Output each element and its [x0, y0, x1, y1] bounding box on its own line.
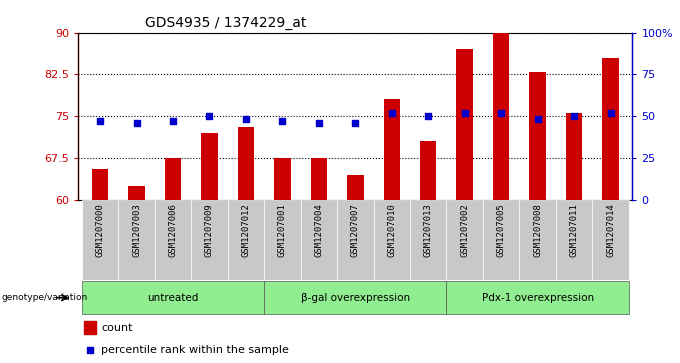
Text: GSM1207007: GSM1207007 — [351, 204, 360, 257]
Text: GSM1207005: GSM1207005 — [496, 204, 506, 257]
Bar — [456, 49, 473, 200]
Text: GSM1207002: GSM1207002 — [460, 204, 469, 257]
Bar — [447, 200, 483, 280]
Bar — [520, 200, 556, 280]
Point — [496, 110, 507, 116]
Bar — [420, 141, 437, 200]
Bar — [264, 200, 301, 280]
Point — [605, 110, 616, 116]
Text: GSM1207009: GSM1207009 — [205, 204, 214, 257]
Text: GSM1207013: GSM1207013 — [424, 204, 432, 257]
Point — [350, 120, 360, 126]
Text: GSM1207006: GSM1207006 — [169, 204, 177, 257]
Point — [167, 118, 178, 124]
Bar — [556, 200, 592, 280]
Bar — [228, 200, 264, 280]
Bar — [301, 200, 337, 280]
Point — [95, 118, 105, 124]
Text: Pdx-1 overexpression: Pdx-1 overexpression — [481, 293, 594, 303]
Point — [84, 347, 95, 353]
Point — [131, 120, 142, 126]
Bar — [373, 200, 410, 280]
Bar — [92, 169, 108, 200]
Text: GSM1207003: GSM1207003 — [132, 204, 141, 257]
Bar — [311, 158, 327, 200]
Bar — [201, 133, 218, 200]
Point — [313, 120, 324, 126]
Bar — [530, 72, 546, 200]
Bar — [165, 158, 181, 200]
Text: GSM1207001: GSM1207001 — [278, 204, 287, 257]
Bar — [155, 200, 191, 280]
Text: GSM1207000: GSM1207000 — [96, 204, 105, 257]
Bar — [347, 175, 364, 200]
Bar — [118, 200, 155, 280]
Bar — [493, 19, 509, 200]
Text: GSM1207004: GSM1207004 — [314, 204, 323, 257]
Text: GSM1207014: GSM1207014 — [606, 204, 615, 257]
Bar — [566, 113, 582, 200]
Bar — [264, 281, 447, 314]
Point — [204, 113, 215, 119]
Bar — [337, 200, 373, 280]
Text: GSM1207008: GSM1207008 — [533, 204, 542, 257]
Point — [459, 110, 470, 116]
Text: β-gal overexpression: β-gal overexpression — [301, 293, 410, 303]
Point — [532, 117, 543, 122]
Bar — [82, 281, 264, 314]
Text: untreated: untreated — [148, 293, 199, 303]
Text: genotype/variation: genotype/variation — [1, 293, 88, 302]
Bar — [592, 200, 629, 280]
Point — [241, 117, 252, 122]
Bar — [82, 200, 118, 280]
Bar — [410, 200, 447, 280]
Bar — [602, 58, 619, 200]
Bar — [483, 200, 520, 280]
Text: percentile rank within the sample: percentile rank within the sample — [101, 345, 290, 355]
Text: GSM1207010: GSM1207010 — [388, 204, 396, 257]
Point — [386, 110, 397, 116]
Text: count: count — [101, 323, 133, 333]
Text: GSM1207012: GSM1207012 — [241, 204, 250, 257]
Bar — [384, 99, 400, 200]
Bar — [129, 186, 145, 200]
Point — [423, 113, 434, 119]
Text: GDS4935 / 1374229_at: GDS4935 / 1374229_at — [145, 16, 306, 30]
Bar — [191, 200, 228, 280]
Bar — [447, 281, 629, 314]
Bar — [274, 158, 290, 200]
Text: GSM1207011: GSM1207011 — [570, 204, 579, 257]
Point — [277, 118, 288, 124]
Point — [568, 113, 579, 119]
Bar — [238, 127, 254, 200]
Bar — [84, 321, 96, 334]
